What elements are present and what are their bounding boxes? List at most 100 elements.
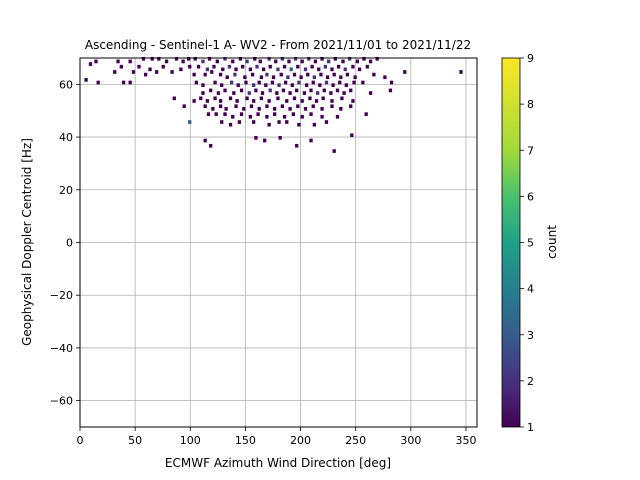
heatmap-cell <box>270 80 275 85</box>
heatmap-cell <box>207 56 212 61</box>
heatmap-cell <box>304 83 309 87</box>
heatmap-cell <box>188 64 192 69</box>
heatmap-cell <box>239 112 244 116</box>
heatmap-cell <box>297 122 301 127</box>
heatmap-cell <box>320 107 324 111</box>
x-tick-label: 300 <box>400 434 421 447</box>
y-tick-label: −40 <box>50 342 73 355</box>
x-axis-label: ECMWF Azimuth Wind Direction [deg] <box>165 456 391 470</box>
heatmap-cell <box>221 67 225 72</box>
heatmap-cell <box>339 107 343 111</box>
heatmap-cell <box>345 72 350 77</box>
heatmap-cell <box>233 72 237 77</box>
heatmap-cell <box>248 67 253 72</box>
heatmap-cell <box>343 67 347 72</box>
colorbar-tick-label: 5 <box>527 237 534 250</box>
heatmap-cell <box>309 138 313 143</box>
heatmap-cell <box>255 64 259 69</box>
heatmap-cell <box>309 112 313 116</box>
colorbar-tick-label: 8 <box>527 98 534 111</box>
heatmap-cell <box>325 75 330 80</box>
heatmap-cell <box>277 120 281 124</box>
heatmap-cell <box>335 114 340 119</box>
heatmap-cell <box>227 64 232 69</box>
heatmap-cell <box>282 64 287 69</box>
heatmap-cell <box>220 120 224 124</box>
heatmap-cell <box>88 62 93 66</box>
heatmap-cell <box>311 104 315 109</box>
heatmap-cell <box>352 80 356 85</box>
heatmap-cell <box>209 143 213 148</box>
heatmap-cell <box>303 107 308 111</box>
heatmap-cell <box>244 80 248 85</box>
heatmap-cell <box>321 96 325 101</box>
heatmap-cell <box>271 75 276 80</box>
heatmap-cell <box>206 112 211 116</box>
heatmap-cell <box>261 67 266 72</box>
heatmap-cell <box>210 70 214 74</box>
heatmap-cell <box>281 88 286 93</box>
heatmap-cell <box>245 96 249 101</box>
heatmap-cell <box>361 80 365 85</box>
heatmap-cell <box>216 91 221 95</box>
heatmap-cell <box>347 56 352 61</box>
colorbar-tick-label: 6 <box>527 190 534 203</box>
heatmap-cell <box>223 56 227 61</box>
heatmap-cell <box>252 83 256 87</box>
heatmap-cell <box>300 59 304 64</box>
heatmap-cell <box>323 64 328 69</box>
heatmap-cell <box>172 96 176 101</box>
heatmap-cell <box>375 56 379 61</box>
heatmap-cell <box>228 122 233 127</box>
heatmap-cell <box>314 99 319 103</box>
heatmap-cell <box>128 80 132 85</box>
heatmap-cell <box>238 56 243 61</box>
x-tick-label: 250 <box>345 434 366 447</box>
heatmap-cell <box>231 59 235 64</box>
x-axis-ticks: 0 50 100 150 200 250 300 350 <box>77 427 476 447</box>
heatmap-cell <box>332 72 336 77</box>
heatmap-cell <box>349 88 353 93</box>
heatmap-cell <box>330 67 334 72</box>
heatmap-cell <box>250 72 255 77</box>
heatmap-cell <box>257 80 261 85</box>
heatmap-cell <box>324 80 329 85</box>
y-axis-label: Geophysical Doppler Centroid [Hz] <box>20 138 34 346</box>
heatmap-cell <box>333 56 337 61</box>
colorbar-tick-label: 1 <box>527 421 534 434</box>
heatmap-cell <box>174 56 179 61</box>
heatmap-cell <box>215 59 219 64</box>
heatmap-cell <box>243 75 247 80</box>
heatmap-cell <box>248 114 253 119</box>
colorbar-tick-label: 2 <box>527 375 534 388</box>
heatmap-cell <box>249 104 254 109</box>
heatmap-cell <box>242 107 246 111</box>
heatmap-cell <box>232 91 236 95</box>
heatmap-cell <box>154 70 159 74</box>
heatmap-cell <box>157 56 161 61</box>
y-tick-label: 20 <box>59 184 73 197</box>
heatmap-cell <box>282 114 287 119</box>
heatmap-cell <box>247 91 251 95</box>
heatmap-cell <box>186 56 191 61</box>
heatmap-cell <box>309 88 313 93</box>
y-tick-label: −20 <box>50 289 73 302</box>
heatmap-cell <box>280 56 285 61</box>
heatmap-cell <box>342 91 346 95</box>
heatmap-cell <box>239 88 244 93</box>
heatmap-cell <box>257 107 261 111</box>
heatmap-cell <box>223 112 227 116</box>
y-tick-label: 40 <box>59 131 73 144</box>
heatmap-cell <box>231 114 235 119</box>
heatmap-cell <box>300 114 304 119</box>
heatmap-cell <box>274 59 278 64</box>
heatmap-cell <box>121 80 126 85</box>
heatmap-cell <box>311 80 315 85</box>
heatmap-cell <box>339 75 343 80</box>
heatmap-cell <box>229 80 234 85</box>
heatmap-cell <box>332 149 336 153</box>
heatmap-cell <box>113 70 117 74</box>
heatmap-cell <box>312 75 316 80</box>
heatmap-cell <box>203 72 207 77</box>
heatmap-cell <box>265 114 269 119</box>
